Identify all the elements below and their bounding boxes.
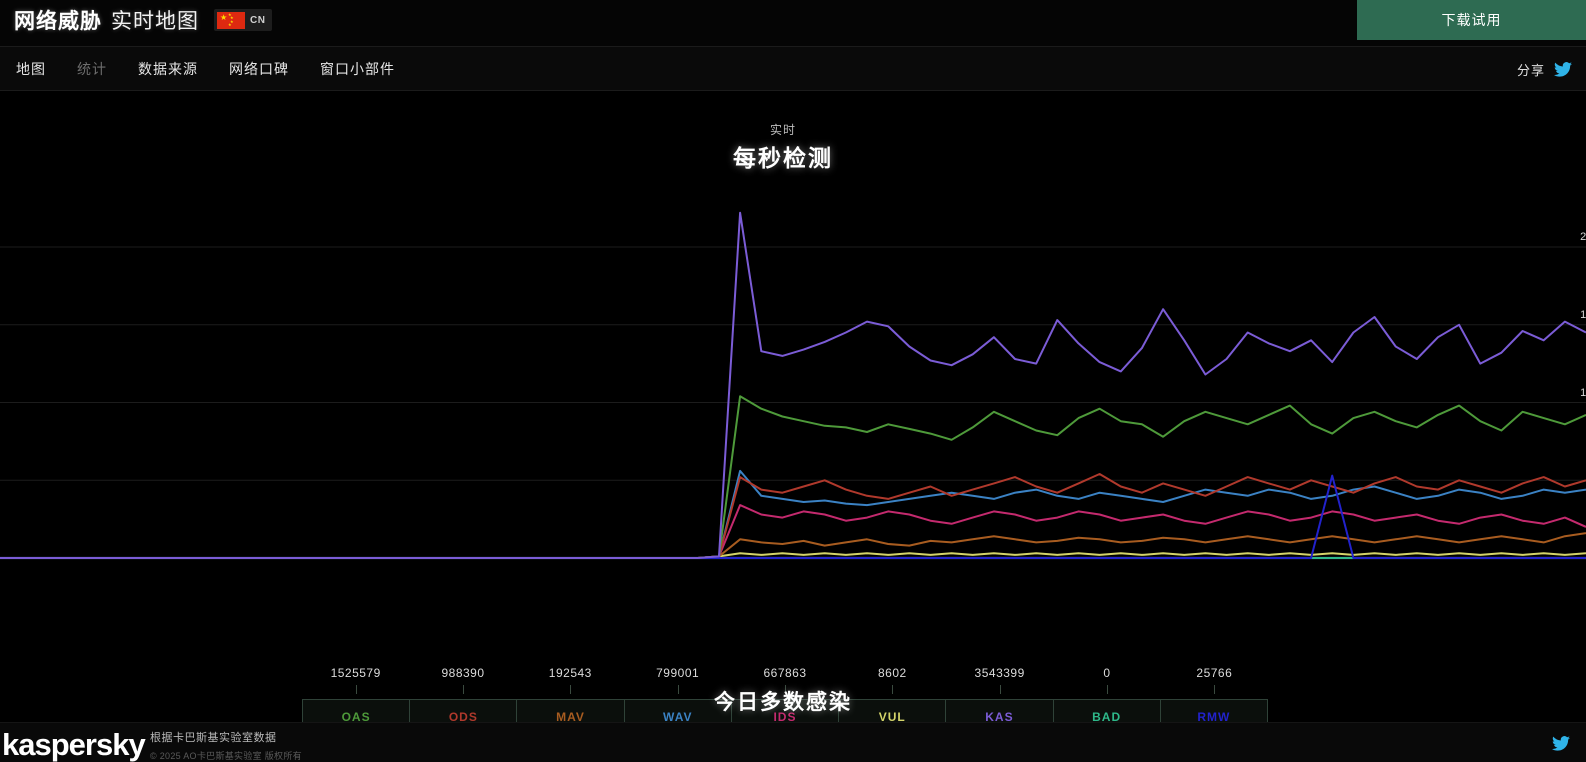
kaspersky-logo: kaspersky (2, 727, 146, 762)
legend-tick-rmw (1214, 685, 1216, 694)
y-tick-100: 100 (1580, 386, 1586, 399)
nav-item-data-sources[interactable]: 数据来源 (138, 61, 198, 77)
twitter-icon[interactable] (1552, 736, 1570, 751)
legend-tick-wav (677, 685, 679, 694)
country-code: CN (250, 14, 266, 26)
legend-cell-vul[interactable]: VUL (839, 700, 947, 733)
legend-cell-wav[interactable]: WAV (625, 700, 732, 733)
legend-value-ids: 667863 (763, 666, 807, 680)
legend-tick-ods (463, 685, 464, 694)
chart-line-kas (0, 211, 1586, 559)
legend-cell-ods[interactable]: ODS (410, 700, 518, 733)
share-button[interactable]: 分享 (1517, 47, 1572, 91)
chart-line-ods (0, 473, 1586, 559)
brand-title-bold: 网络威胁 (14, 9, 102, 33)
country-badge[interactable]: ★ ★ ★ ★ ★ CN (214, 9, 273, 31)
most-infected-title: 今日多数感染 (714, 691, 852, 714)
share-label: 分享 (1516, 62, 1545, 78)
legend-tick-bad (1107, 685, 1108, 694)
legend-tick-kas (999, 685, 1001, 694)
y-tick-150: 150 (1580, 308, 1586, 321)
chart-line-ids (0, 504, 1586, 559)
nav-item-buzz[interactable]: 网络口碑 (229, 61, 289, 77)
legend-cell-bad[interactable]: BAD (1054, 700, 1161, 733)
legend-cell-ids[interactable]: IDS (732, 700, 840, 733)
legend-tick-ids (785, 685, 786, 694)
legend-values: 1525579 988390 192543 799001 667863 8602 35433… (302, 666, 1268, 694)
legend-value-bad: 0 (1103, 666, 1111, 680)
legend-value-rmw: 25766 (1196, 666, 1233, 680)
legend-tick-mav (570, 685, 572, 694)
chart-line-rmw (0, 474, 1586, 559)
page-footer: kaspersky 根据卡巴斯基实验室数据 © 2025 AO卡巴斯基实验室 版… (0, 722, 1586, 762)
legend-tick-oas (355, 685, 357, 694)
chart-title: 每秒检测 (733, 145, 833, 171)
legend-value-vul: 8602 (877, 666, 907, 680)
legend-value-wav: 799001 (656, 666, 700, 680)
brand-title-light: 实时地图 (111, 9, 199, 33)
page-header: 网络威胁 实时地图 ★ ★ ★ ★ ★ CN 下载试用 (0, 0, 1586, 47)
legend-tick-vul (892, 685, 894, 694)
legend-value-mav: 192543 (548, 666, 592, 680)
legend-value-oas: 1525579 (330, 666, 381, 680)
nav-item-map[interactable]: 地图 (16, 61, 46, 77)
legend-cell-mav[interactable]: MAV (517, 700, 625, 733)
nav-item-statistics[interactable]: 统计 (77, 61, 107, 77)
brand: 网络威胁 实时地图 ★ ★ ★ ★ ★ CN (14, 2, 273, 38)
footer-line-2: © 2025 AO卡巴斯基实验室 版权所有 (150, 751, 302, 761)
footer-text: 根据卡巴斯基实验室数据 © 2025 AO卡巴斯基实验室 版权所有 (150, 729, 302, 762)
y-tick-50: 50 (1570, 464, 1586, 476)
china-flag-icon: ★ ★ ★ ★ ★ (217, 11, 245, 29)
nav-items: 地图 统计 数据来源 网络口碑 窗口小部件 (16, 47, 395, 91)
nav-item-widget[interactable]: 窗口小部件 (320, 61, 395, 77)
legend-cell-kas[interactable]: KAS (946, 700, 1054, 733)
footer-line-1: 根据卡巴斯基实验室数据 (150, 732, 277, 744)
legend-value-ods: 988390 (441, 666, 485, 680)
main-nav: 地图 统计 数据来源 网络口碑 窗口小部件 分享 (0, 47, 1586, 91)
legend-value-kas: 3543399 (974, 666, 1025, 680)
y-tick-200: 200 (1580, 231, 1586, 243)
chart-plot-area (0, 91, 1586, 561)
legend-cell-oas[interactable]: OAS (303, 700, 411, 733)
detections-chart: 实时 每秒检测 200 150 100 50 1525579 988390 192543 7… (0, 91, 1586, 734)
download-trial-button[interactable]: 下载试用 (1357, 0, 1586, 40)
twitter-icon (1554, 61, 1572, 77)
chart-subtitle: 实时 (769, 123, 796, 137)
legend-cell-rmw[interactable]: RMW (1197, 709, 1231, 724)
